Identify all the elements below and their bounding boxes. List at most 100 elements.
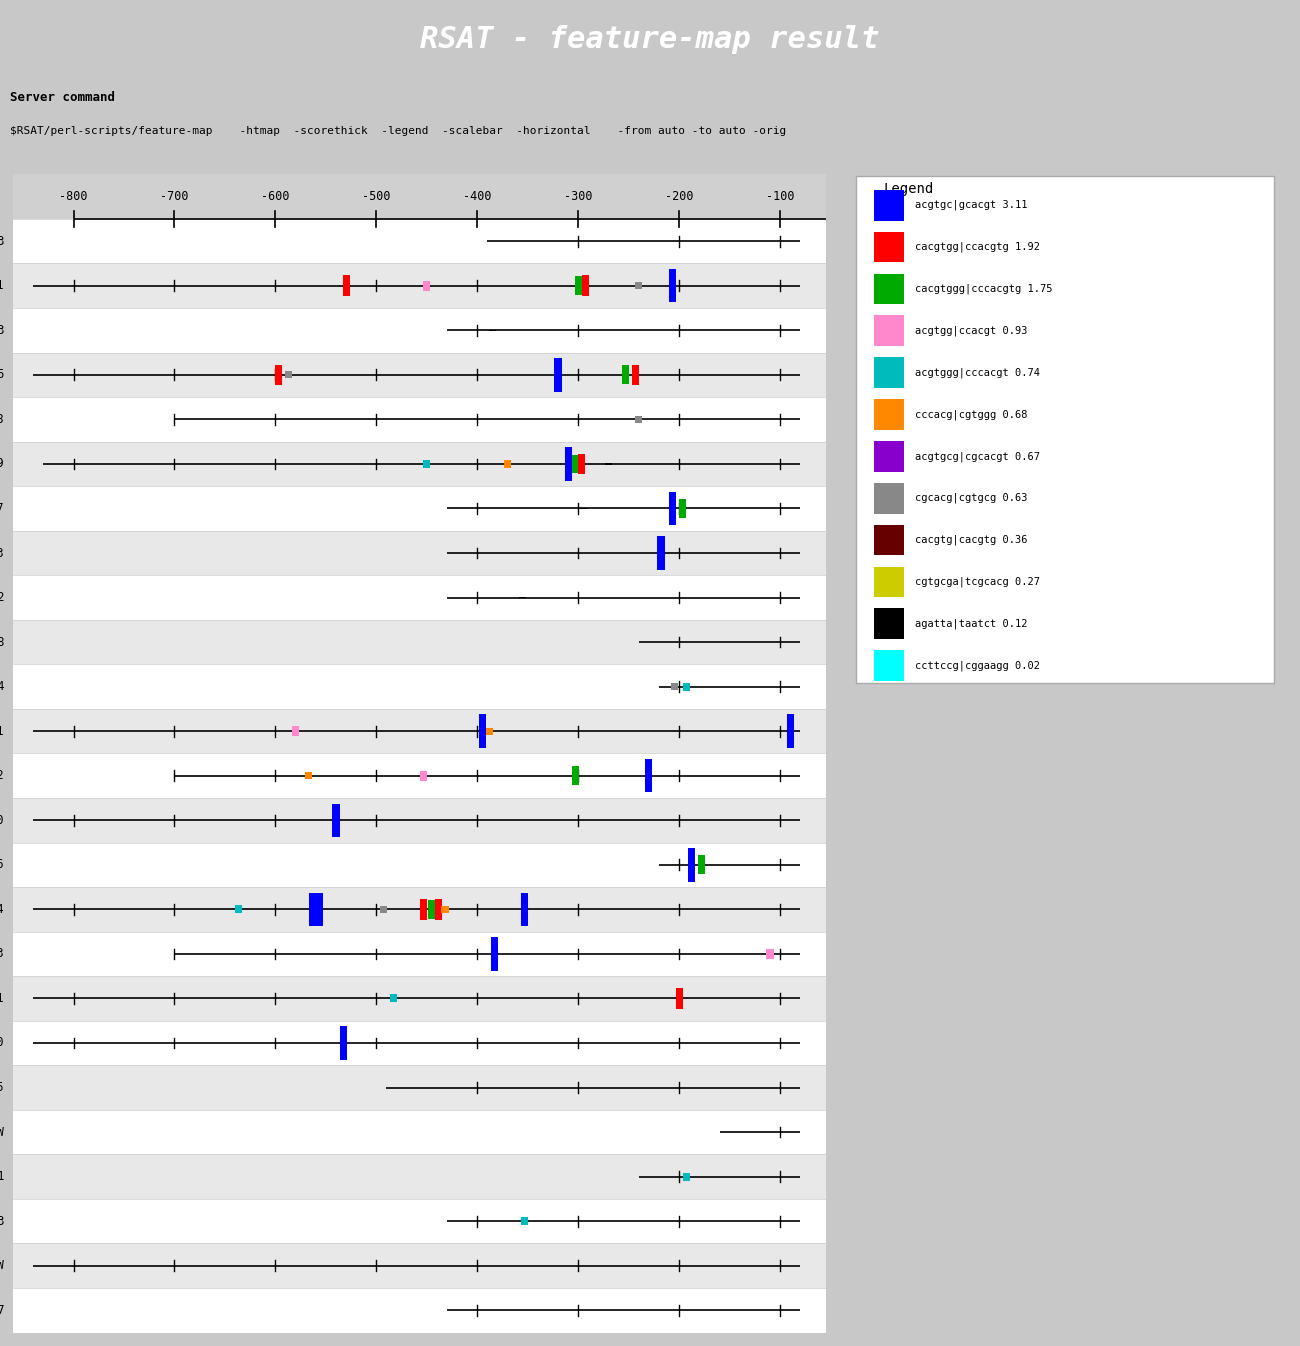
Bar <box>767 949 774 958</box>
Text: -500: -500 <box>363 190 390 203</box>
Text: PHO8: PHO8 <box>0 635 5 649</box>
Bar <box>875 567 904 598</box>
Bar <box>13 798 826 843</box>
Bar <box>13 308 826 353</box>
Text: PHO91: PHO91 <box>0 992 5 1005</box>
Bar <box>875 190 904 221</box>
Text: PHO85: PHO85 <box>0 1081 5 1094</box>
Bar <box>13 1110 826 1155</box>
Text: PHO12: PHO12 <box>0 769 5 782</box>
Bar <box>234 906 242 914</box>
Bar <box>572 455 578 474</box>
Bar <box>436 899 442 919</box>
Bar <box>564 447 572 481</box>
Bar <box>679 499 685 518</box>
Bar <box>13 486 826 530</box>
Text: -100: -100 <box>766 190 794 203</box>
Bar <box>424 281 430 291</box>
Bar <box>658 536 664 569</box>
Bar <box>668 269 676 303</box>
Bar <box>875 525 904 556</box>
Bar <box>698 856 705 874</box>
Bar <box>521 892 528 926</box>
Bar <box>491 937 498 970</box>
Bar <box>682 1172 690 1180</box>
Text: PHO89: PHO89 <box>0 458 5 470</box>
Text: PHO90: PHO90 <box>0 814 5 826</box>
Bar <box>428 900 436 919</box>
Bar <box>13 264 826 308</box>
Bar <box>13 887 826 931</box>
Bar <box>688 848 694 882</box>
Bar <box>632 365 640 385</box>
Bar <box>875 400 904 429</box>
Bar <box>309 892 316 926</box>
Bar <box>875 608 904 639</box>
Bar <box>274 365 282 385</box>
Text: acgtggg|cccacgt 0.74: acgtggg|cccacgt 0.74 <box>915 367 1040 378</box>
Bar <box>342 276 350 296</box>
Bar <box>13 575 826 619</box>
Bar <box>420 771 428 781</box>
Bar <box>875 273 904 304</box>
Text: YBL054W: YBL054W <box>0 1260 5 1272</box>
Bar <box>521 1217 528 1225</box>
Text: cacgtgg|ccacgtg 1.92: cacgtgg|ccacgtg 1.92 <box>915 242 1040 252</box>
Bar <box>13 441 826 486</box>
Bar <box>13 219 826 264</box>
Bar <box>668 491 676 525</box>
Bar <box>577 454 585 474</box>
Bar <box>623 365 629 384</box>
Text: ARG3: ARG3 <box>0 234 5 248</box>
Bar <box>13 931 826 976</box>
Text: PHO13: PHO13 <box>0 546 5 560</box>
Bar <box>13 619 826 665</box>
Bar <box>380 906 387 913</box>
Bar <box>575 276 582 295</box>
Text: PHO2: PHO2 <box>0 591 5 604</box>
Bar <box>875 483 904 514</box>
Text: PHO3: PHO3 <box>0 324 5 336</box>
Text: PHO88: PHO88 <box>0 413 5 425</box>
Bar <box>13 530 826 575</box>
Bar <box>13 976 826 1020</box>
Bar <box>582 276 589 296</box>
Text: RSAT - feature-map result: RSAT - feature-map result <box>420 24 880 54</box>
Bar <box>13 1155 826 1199</box>
Bar <box>572 766 578 785</box>
Bar <box>13 1288 826 1333</box>
Text: PHO4: PHO4 <box>0 680 5 693</box>
Bar <box>13 709 826 754</box>
Text: -800: -800 <box>60 190 88 203</box>
Text: acgtgg|ccacgt 0.93: acgtgg|ccacgt 0.93 <box>915 326 1027 336</box>
Text: -600: -600 <box>261 190 290 203</box>
Bar <box>13 397 826 441</box>
Text: cacgtg|cacgtg 0.36: cacgtg|cacgtg 0.36 <box>915 534 1027 545</box>
Text: ccttccg|cggaagg 0.02: ccttccg|cggaagg 0.02 <box>915 661 1040 670</box>
Bar <box>292 727 299 736</box>
Text: $RSAT/perl-scripts/feature-map    -htmap  -scorethick  -legend  -scalebar  -hori: $RSAT/perl-scripts/feature-map -htmap -s… <box>10 127 786 136</box>
Bar <box>875 357 904 388</box>
Text: YBL059W: YBL059W <box>0 1125 5 1139</box>
Bar <box>486 728 493 735</box>
Text: cccacg|cgtggg 0.68: cccacg|cgtggg 0.68 <box>915 409 1027 420</box>
Bar <box>478 715 486 748</box>
Bar <box>875 441 904 471</box>
Text: cgcacg|cgtgcg 0.63: cgcacg|cgtgcg 0.63 <box>915 493 1027 503</box>
Text: PHO81: PHO81 <box>0 724 5 738</box>
Bar <box>420 899 428 919</box>
Text: cgtgcga|tcgcacg 0.27: cgtgcga|tcgcacg 0.27 <box>915 576 1040 587</box>
Bar <box>13 353 826 397</box>
Bar <box>390 995 396 1003</box>
Bar <box>339 1026 347 1059</box>
Text: Server command: Server command <box>10 92 116 105</box>
Text: acgtgc|gcacgt 3.11: acgtgc|gcacgt 3.11 <box>915 201 1027 210</box>
Bar <box>13 175 826 219</box>
Bar <box>316 892 324 926</box>
Text: PHO86: PHO86 <box>0 859 5 871</box>
Bar <box>676 988 682 1008</box>
Bar <box>13 1065 826 1110</box>
Bar <box>671 684 677 690</box>
Text: PHO11: PHO11 <box>0 279 5 292</box>
Bar <box>13 754 826 798</box>
